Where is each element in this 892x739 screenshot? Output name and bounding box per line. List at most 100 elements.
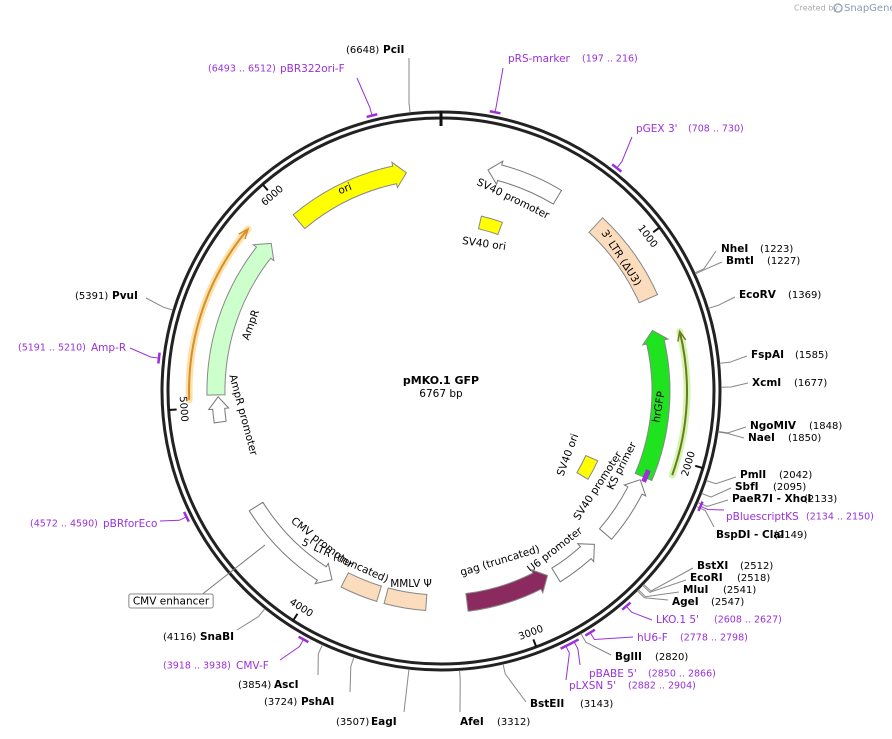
feature-shape <box>598 479 647 541</box>
site-position: (1585) <box>795 350 828 361</box>
primer-range: (2882 .. 2904) <box>628 681 696 692</box>
site-position: (4116) <box>163 632 196 643</box>
feature-shape <box>248 501 333 585</box>
site-leader <box>642 579 687 593</box>
site-position: (1227) <box>767 256 800 267</box>
primer-name: pBABE 5' <box>589 668 637 680</box>
site-position: (2149) <box>774 530 807 541</box>
feature-shape <box>292 161 408 230</box>
primer-range: (5191 .. 5210) <box>18 343 86 354</box>
site-name: BmtI <box>726 255 754 267</box>
primer-name: pBRforEco <box>103 518 157 530</box>
site-name: AscI <box>274 679 299 691</box>
site-leader <box>718 426 747 434</box>
site-position: (3143) <box>580 699 613 710</box>
primer-name: hU6-F <box>637 632 668 644</box>
ring-tick <box>694 464 704 470</box>
primer-leader <box>589 631 634 641</box>
ring-tick <box>652 226 661 234</box>
site-leader <box>580 633 612 656</box>
primer-name: pBR322ori-F <box>280 63 345 75</box>
feature-label: CMV enhancer <box>133 596 210 608</box>
site-name: AgeI <box>672 596 699 608</box>
primer-leader <box>699 505 725 511</box>
plasmid-size: 6767 bp <box>419 388 463 400</box>
site-name: PshAI <box>301 696 334 708</box>
primer-mark <box>560 642 572 650</box>
primer-mark <box>489 109 501 115</box>
site-position: (3507) <box>336 717 369 728</box>
site-leader <box>236 608 266 631</box>
primer-leader <box>494 67 504 114</box>
primer-range: (4572 .. 4590) <box>30 519 98 530</box>
primer-leader <box>625 605 653 621</box>
site-position: (2547) <box>711 597 744 608</box>
primer-leader <box>129 347 160 359</box>
site-name: BstXI <box>697 560 728 572</box>
site-name: AfeI <box>460 716 484 728</box>
feature-shape <box>634 329 671 482</box>
site-position: (2042) <box>779 470 812 481</box>
site-leader <box>636 590 669 601</box>
site-position: (3724) <box>264 697 297 708</box>
site-name: FspAI <box>751 349 784 361</box>
ring-tick <box>532 639 538 648</box>
site-position: (5391) <box>75 291 108 302</box>
site-position: (2133) <box>804 494 837 505</box>
site-leader <box>502 663 527 703</box>
watermark-prefix: Created by <box>794 4 838 13</box>
site-position: (1369) <box>788 290 821 301</box>
site-name: EcoRV <box>739 289 777 301</box>
site-leader <box>145 297 174 311</box>
primer-mark <box>297 635 309 644</box>
site-leader <box>701 487 732 498</box>
site-position: (2095) <box>773 482 806 493</box>
primer-mark <box>611 163 623 173</box>
primer-mark <box>366 113 378 119</box>
ring-tick-label: 5000 <box>177 396 190 422</box>
ring-tick <box>168 408 177 412</box>
site-name: SnaBI <box>200 631 234 643</box>
feature-shape <box>477 215 504 236</box>
feature-shape <box>487 160 563 205</box>
site-leader <box>459 670 461 713</box>
site-name: PvuI <box>112 290 138 302</box>
primer-range: (708 .. 730) <box>688 124 744 135</box>
primer-name: CMV-F <box>236 660 269 672</box>
ring-tick <box>261 183 269 192</box>
site-name: NaeI <box>748 432 775 444</box>
watermark: Created by SnapGene <box>794 3 892 14</box>
site-position: (1677) <box>794 378 827 389</box>
site-position: (3854) <box>238 680 271 691</box>
primer-leader <box>615 136 633 170</box>
site-name: BstEII <box>530 698 564 710</box>
site-leader <box>317 644 323 676</box>
site-position: (1223) <box>760 244 793 255</box>
site-name: PmlI <box>740 469 766 481</box>
primer-mark <box>621 601 632 611</box>
feature-shape <box>576 454 599 480</box>
site-name: SbfI <box>735 481 759 493</box>
site-position: (2820) <box>655 652 688 663</box>
site-position: (2541) <box>723 585 756 596</box>
site-position: (3312) <box>497 717 530 728</box>
primer-name: LKO.1 5' <box>656 614 699 626</box>
feature-label: hrGFP <box>650 390 667 423</box>
site-position: (2512) <box>740 561 773 572</box>
feature-shape <box>206 242 275 396</box>
binding-line <box>671 331 689 476</box>
primer-name: pBluescriptKS <box>726 511 799 523</box>
site-name: BspDI - ClaI <box>716 529 784 541</box>
site-name: BglII <box>615 651 642 663</box>
site-name: MluI <box>683 584 708 596</box>
primer-range: (2850 .. 2866) <box>648 669 716 680</box>
primer-name: pRS-marker <box>508 53 571 65</box>
binding-head <box>677 329 687 342</box>
primer-mark <box>182 511 190 523</box>
site-name: PciI <box>383 44 404 56</box>
site-leader <box>643 567 694 592</box>
site-position: (1850) <box>788 433 821 444</box>
site-name: NgoMIV <box>750 420 797 432</box>
